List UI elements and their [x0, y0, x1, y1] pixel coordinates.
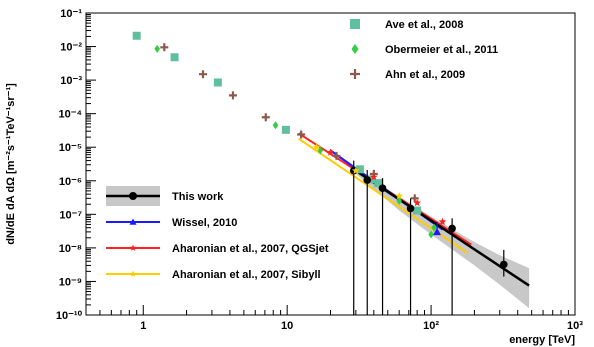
- data-point: [355, 165, 364, 174]
- data-point: [326, 148, 335, 156]
- x-axis-title: energy [TeV]: [509, 334, 575, 346]
- data-point: [431, 223, 437, 232]
- data-point: [154, 44, 161, 53]
- data-points-layer: [132, 31, 508, 315]
- data-point: [281, 125, 290, 134]
- legend-label: Obermeier et al., 2011: [385, 44, 498, 56]
- legend-marker: [129, 192, 137, 200]
- y-tick-label: 10⁻³: [60, 75, 82, 87]
- data-point: [132, 31, 141, 40]
- y-tick-label: 10⁻⁴: [59, 109, 82, 121]
- data-point: [406, 204, 415, 213]
- data-point: [410, 194, 419, 203]
- y-tick-label: 10⁻⁹: [59, 276, 82, 288]
- data-point: [363, 176, 372, 184]
- data-point: [396, 196, 402, 205]
- data-point: [438, 217, 447, 225]
- y-tick-label: 10⁻⁵: [59, 142, 82, 154]
- data-point: [160, 43, 169, 52]
- data-point: [413, 198, 421, 207]
- y-tick-label: 10⁻⁷: [59, 209, 82, 221]
- x-tick-label: 1: [140, 320, 146, 332]
- data-point: [428, 230, 434, 239]
- data-point: [317, 146, 324, 155]
- legend-label: Aharonian et al., 2007, QGSjet: [172, 243, 329, 255]
- legend-label: Ahn et al., 2009: [385, 69, 465, 81]
- data-point: [332, 151, 341, 160]
- axes-layer: 1 10 10² 10³ 10⁻¹ 10⁻² 10⁻³ 10⁻⁴ 10⁻⁵ 10⁻⁶ 10⁻⁷ 10⁻…: [56, 8, 583, 332]
- y-tick-label: 10⁻¹: [60, 8, 82, 20]
- data-point: [352, 166, 360, 174]
- legend-marker: [129, 218, 137, 225]
- data-point: [261, 113, 270, 122]
- data-point: [433, 227, 442, 236]
- legend-label: Aharonian et al., 2007, Sibyll: [172, 269, 321, 281]
- y-axis-title: dN/dE dA dΩ [m⁻²s⁻¹TeV⁻¹sr⁻¹]: [5, 83, 17, 245]
- y-tick-label: 10⁻⁶: [59, 176, 82, 188]
- legend-label: Ave et al., 2008: [385, 19, 463, 31]
- data-point: [499, 260, 508, 269]
- data-point: [370, 173, 378, 181]
- legend-marker: [129, 244, 137, 251]
- data-point: [448, 224, 456, 233]
- data-point: [413, 206, 422, 215]
- x-tick-label: 10: [281, 320, 293, 332]
- legend-marker: [350, 69, 360, 79]
- data-point: [312, 143, 321, 151]
- legend-marker: [350, 19, 360, 29]
- data-point: [374, 179, 383, 188]
- y-tick-label: 10⁻¹⁰: [56, 310, 83, 322]
- y-tick-label: 10⁻²: [60, 42, 82, 54]
- data-point: [378, 184, 387, 193]
- data-point: [297, 130, 306, 139]
- legend-marker: [129, 270, 137, 277]
- data-point: [213, 78, 222, 87]
- data-point: [272, 121, 279, 130]
- data-point: [170, 53, 179, 62]
- legend-marker: [351, 44, 359, 54]
- x-tick-label: 10²: [423, 320, 439, 332]
- data-point: [198, 70, 207, 79]
- legend-label: This work: [172, 191, 224, 203]
- data-point: [395, 192, 403, 200]
- data-point: [228, 91, 237, 100]
- legends-layer: Ave et al., 2008 Obermeier et al., 2011 Ah…: [106, 19, 498, 281]
- x-tick-label: 10³: [567, 320, 583, 332]
- legend-label: Wissel, 2010: [172, 217, 237, 229]
- y-tick-label: 10⁻⁸: [59, 243, 82, 255]
